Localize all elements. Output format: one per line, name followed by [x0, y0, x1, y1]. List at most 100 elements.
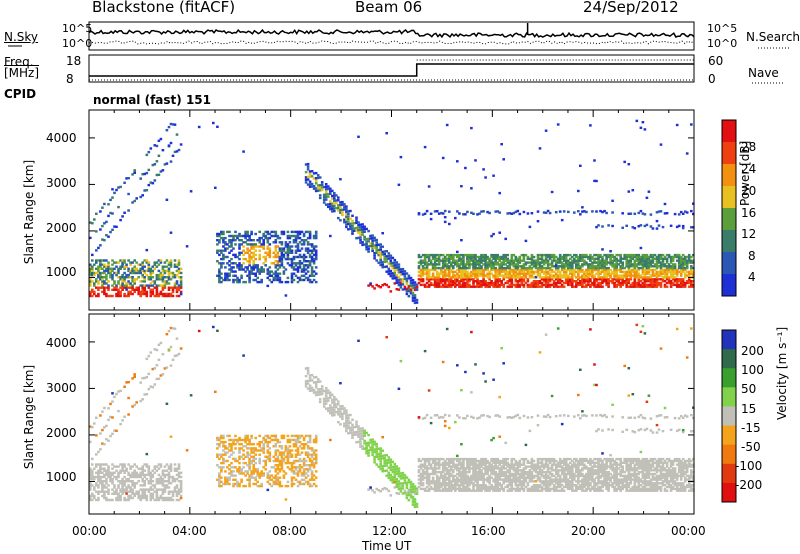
power-cell — [423, 255, 427, 259]
power-cell — [482, 278, 485, 281]
power-cell — [649, 285, 653, 288]
power-cell — [480, 259, 483, 262]
power-cell — [127, 273, 130, 277]
velocity-cell — [97, 450, 100, 454]
power-cell — [486, 255, 489, 259]
velocity-cell — [377, 465, 380, 468]
power-cell — [306, 247, 310, 250]
velocity-cell — [318, 388, 322, 391]
power-cell — [593, 281, 596, 285]
power-cell — [492, 257, 495, 260]
power-cell — [421, 213, 425, 216]
power-cell — [464, 263, 467, 266]
power-cell — [258, 270, 261, 273]
power-cell — [560, 266, 564, 270]
power-cell — [127, 280, 130, 283]
velocity-cell — [264, 455, 267, 458]
power-cell — [571, 268, 574, 272]
velocity-cell — [173, 469, 177, 472]
velocity-cell — [179, 496, 183, 500]
power-cell — [605, 272, 608, 275]
velocity-cell — [252, 470, 255, 473]
power-cell — [512, 259, 516, 262]
power-cell — [657, 255, 661, 259]
power-cell — [161, 292, 165, 296]
velocity-cell — [365, 452, 368, 455]
velocity-cell — [133, 463, 136, 466]
power-cell — [567, 259, 570, 262]
velocity-cell — [143, 482, 146, 485]
power-cell — [617, 276, 620, 279]
power-cell — [506, 266, 509, 270]
velocity-cell — [173, 477, 177, 481]
velocity-cell — [294, 434, 298, 438]
power-cell — [645, 283, 649, 287]
velocity-cell — [167, 473, 171, 477]
power-cell — [500, 143, 503, 146]
velocity-cell — [109, 415, 112, 419]
power-cell — [417, 253, 421, 257]
power-cell — [609, 259, 612, 262]
power-cell — [641, 268, 645, 272]
power-cell — [667, 253, 671, 257]
power-cell — [593, 280, 596, 283]
power-cell — [157, 154, 161, 157]
velocity-cell — [278, 470, 282, 473]
power-cell — [290, 264, 294, 267]
power-cell — [419, 270, 423, 274]
power-cell — [510, 261, 514, 264]
velocity-cell — [109, 471, 112, 474]
velocity-cell — [93, 477, 96, 481]
velocity-cell — [228, 476, 231, 479]
power-cell — [397, 268, 401, 271]
power-cell — [448, 278, 451, 281]
velocity-cell — [296, 472, 300, 475]
power-cell — [419, 283, 423, 287]
velocity-cell — [139, 399, 142, 403]
velocity-cell — [308, 384, 312, 387]
velocity-cell — [349, 426, 352, 429]
velocity-cell — [93, 496, 96, 500]
velocity-cell — [179, 490, 183, 493]
power-cell — [399, 270, 403, 274]
power-cell — [280, 264, 284, 267]
power-cell — [371, 239, 374, 242]
velocity-cell — [361, 432, 364, 435]
power-cell — [585, 283, 588, 287]
power-cell — [133, 199, 136, 203]
power-cell — [387, 270, 391, 273]
power-cell — [601, 266, 604, 270]
power-cell — [669, 224, 673, 227]
power-cell — [119, 265, 122, 268]
power-cell — [93, 284, 96, 287]
power-cell — [149, 276, 153, 279]
power-cell — [510, 274, 514, 277]
velocity-cell — [345, 424, 348, 428]
power-cell — [502, 268, 505, 272]
power-cell — [562, 253, 566, 257]
power-cell — [486, 210, 489, 214]
velocity-cell — [288, 455, 292, 458]
power-cell — [248, 272, 251, 275]
power-cell — [145, 292, 149, 296]
power-cell — [129, 286, 132, 289]
power-cell — [97, 294, 100, 298]
power-cell — [625, 272, 628, 275]
power-cell — [623, 281, 626, 285]
power-cell — [165, 259, 169, 262]
velocity-cell — [359, 440, 362, 443]
power-cell — [228, 260, 231, 263]
power-cell — [581, 255, 584, 259]
velocity-cell — [175, 467, 179, 470]
velocity-cell — [179, 471, 183, 474]
power-cell — [615, 263, 618, 266]
velocity-cell — [216, 438, 219, 442]
velocity-cell — [175, 473, 179, 477]
velocity-cell — [226, 447, 229, 450]
power-cell — [101, 282, 104, 285]
power-cell — [639, 276, 643, 279]
velocity-cell — [89, 477, 92, 481]
velocity-cell — [339, 410, 342, 413]
power-cell — [526, 278, 530, 281]
power-cell — [579, 257, 582, 260]
